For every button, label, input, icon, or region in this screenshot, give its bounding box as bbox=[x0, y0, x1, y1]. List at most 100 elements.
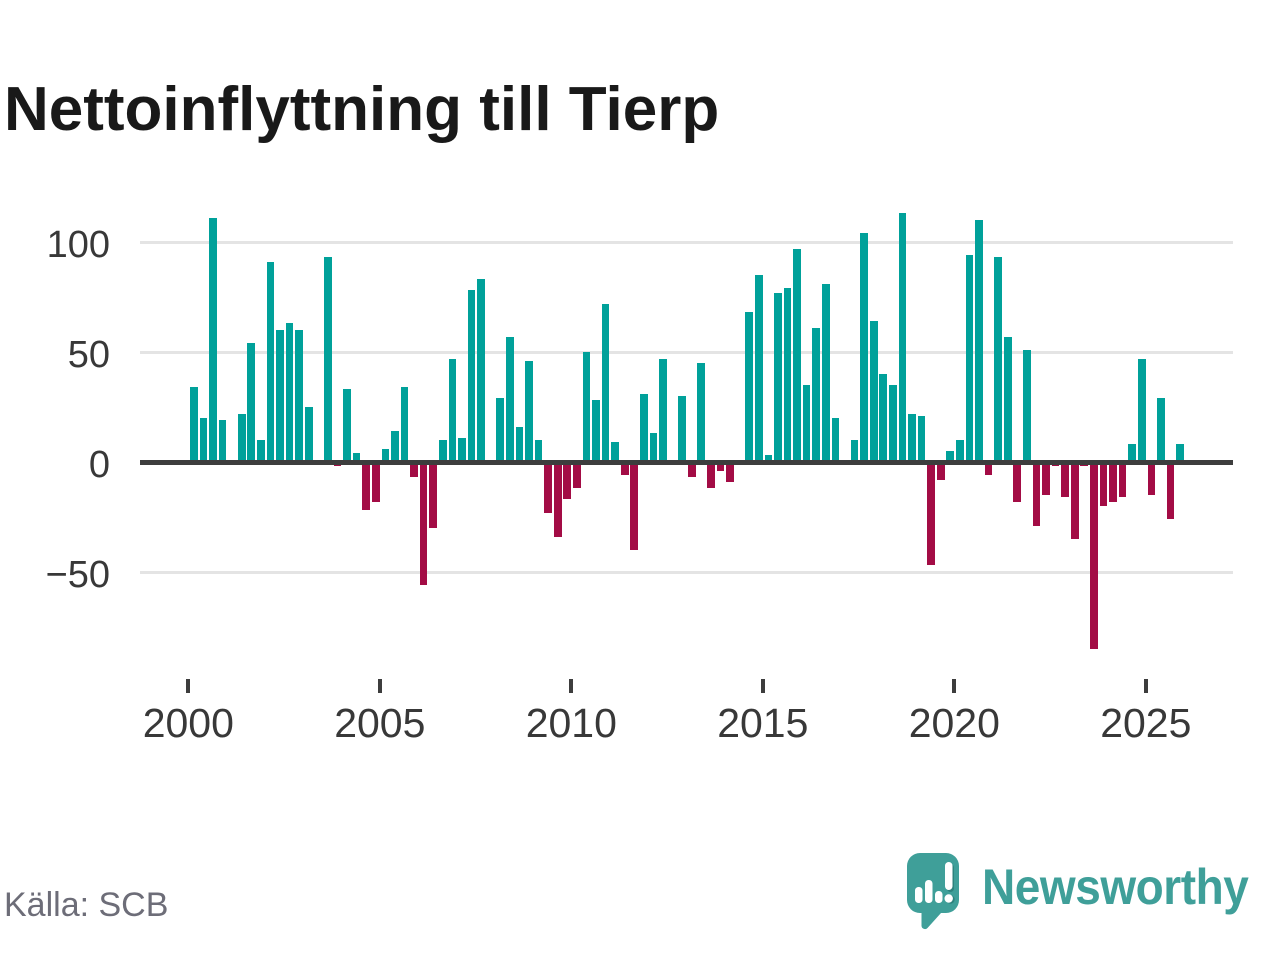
bar-2003-Q3 bbox=[324, 257, 332, 462]
bar-2024-Q3 bbox=[1128, 444, 1137, 462]
x-tick-label-2000: 2000 bbox=[142, 700, 234, 746]
bar-2024-Q1 bbox=[1109, 462, 1117, 502]
bar-2015-Q4 bbox=[793, 248, 801, 462]
bar-2006-Q3 bbox=[438, 440, 447, 462]
bar-2008-Q1 bbox=[496, 398, 505, 462]
bar-2025-Q2 bbox=[1157, 398, 1165, 462]
bar-2006-Q4 bbox=[448, 358, 457, 462]
bar-2009-Q3 bbox=[553, 462, 562, 537]
bar-2016-Q1 bbox=[802, 385, 811, 462]
gridline--50 bbox=[140, 570, 1233, 574]
x-tick-2005 bbox=[377, 679, 382, 693]
bar-2005-Q3 bbox=[400, 387, 409, 462]
bar-2010-Q2 bbox=[582, 352, 591, 462]
bar-2000-Q4 bbox=[218, 420, 227, 462]
bar-chart-plot-area: 100 50 0 −50 2000 2005 2010 2015 2020 2025 bbox=[45, 213, 1233, 746]
bar-2017-Q4 bbox=[869, 321, 878, 462]
bar-2005-Q2 bbox=[391, 431, 399, 462]
gridline-50 bbox=[140, 350, 1233, 354]
bar-2021-Q4 bbox=[1023, 349, 1031, 462]
source-caption: Källa: SCB bbox=[4, 886, 169, 924]
bar-2013-Q4 bbox=[716, 462, 725, 471]
bar-2004-Q3 bbox=[362, 462, 371, 511]
bar-2008-Q3 bbox=[515, 426, 524, 462]
bar-2020-Q4 bbox=[984, 462, 993, 476]
bar-2002-Q1 bbox=[266, 261, 275, 462]
bar-2020-Q3 bbox=[975, 220, 983, 462]
bar-2013-Q3 bbox=[707, 462, 715, 489]
bar-2000-Q1 bbox=[190, 387, 198, 462]
bar-2025-Q4 bbox=[1176, 444, 1184, 462]
bar-2010-Q3 bbox=[592, 400, 600, 462]
bar-2012-Q1 bbox=[649, 433, 658, 462]
bar-2015-Q2 bbox=[774, 292, 782, 462]
x-tick-2010 bbox=[569, 679, 574, 693]
bar-2004-Q2 bbox=[352, 453, 361, 462]
bar-2018-Q4 bbox=[908, 413, 916, 462]
bar-2004-Q4 bbox=[371, 462, 380, 502]
bar-2017-Q2 bbox=[850, 440, 859, 462]
bar-2015-Q3 bbox=[783, 288, 792, 462]
bar-2014-Q1 bbox=[726, 462, 734, 482]
bar-2017-Q3 bbox=[860, 233, 868, 462]
x-tick-2025 bbox=[1143, 679, 1148, 693]
bar-2016-Q4 bbox=[831, 418, 840, 462]
y-tick-label-0: 0 bbox=[88, 444, 110, 486]
y-tick-label--50: −50 bbox=[45, 554, 110, 596]
bar-2016-Q3 bbox=[821, 283, 830, 462]
bar-2011-Q4 bbox=[640, 393, 648, 462]
bar-2014-Q4 bbox=[754, 275, 763, 462]
bar-2019-Q4 bbox=[946, 451, 955, 462]
bar-2009-Q2 bbox=[544, 462, 552, 513]
bar-2008-Q4 bbox=[525, 360, 533, 462]
bar-2012-Q4 bbox=[678, 396, 686, 462]
bar-2013-Q2 bbox=[697, 363, 706, 462]
bar-2011-Q2 bbox=[620, 462, 629, 476]
bar-2005-Q4 bbox=[410, 462, 418, 478]
y-tick-label-50: 50 bbox=[67, 334, 110, 376]
bar-2002-Q2 bbox=[276, 330, 284, 462]
bar-2010-Q1 bbox=[573, 462, 581, 489]
y-tick-label-100: 100 bbox=[46, 224, 110, 266]
bar-2004-Q1 bbox=[343, 389, 351, 462]
bar-2023-Q4 bbox=[1099, 462, 1108, 506]
newsworthy-wordmark: Newsworthy bbox=[982, 859, 1249, 915]
bar-2022-Q1 bbox=[1032, 462, 1041, 526]
bar-2018-Q3 bbox=[898, 213, 907, 462]
x-tick-2015 bbox=[760, 679, 765, 693]
bar-2013-Q1 bbox=[687, 462, 696, 478]
bar-2011-Q1 bbox=[611, 442, 619, 462]
bar-2024-Q4 bbox=[1137, 358, 1146, 462]
bar-2007-Q1 bbox=[458, 437, 466, 462]
bar-2001-Q4 bbox=[257, 440, 265, 462]
bar-2006-Q1 bbox=[419, 462, 428, 586]
chart-title: Nettoinflyttning till Tierp bbox=[4, 74, 720, 144]
bar-2019-Q3 bbox=[936, 462, 945, 480]
bar-2018-Q1 bbox=[879, 374, 888, 462]
bar-2024-Q2 bbox=[1118, 462, 1127, 498]
bar-2023-Q1 bbox=[1070, 462, 1079, 539]
bar-2005-Q1 bbox=[381, 448, 390, 462]
bar-2018-Q2 bbox=[888, 385, 897, 462]
x-tick-label-2010: 2010 bbox=[525, 700, 617, 746]
zero-axis-line bbox=[140, 459, 1233, 465]
bar-2008-Q2 bbox=[505, 336, 514, 462]
bar-2014-Q3 bbox=[745, 312, 754, 462]
bar-2020-Q1 bbox=[956, 440, 964, 462]
bar-2002-Q4 bbox=[295, 330, 303, 462]
bar-2009-Q1 bbox=[534, 440, 543, 462]
bar-2010-Q4 bbox=[601, 303, 610, 462]
bar-2019-Q1 bbox=[917, 415, 926, 462]
bar-2022-Q2 bbox=[1042, 462, 1050, 495]
gridline-100 bbox=[140, 240, 1233, 244]
newsworthy-logo-icon bbox=[907, 853, 960, 930]
bar-2023-Q3 bbox=[1090, 462, 1098, 649]
bar-2007-Q2 bbox=[467, 290, 476, 462]
bar-2012-Q2 bbox=[659, 358, 667, 462]
bar-2021-Q2 bbox=[1003, 336, 1012, 462]
bar-2022-Q4 bbox=[1061, 462, 1069, 498]
x-tick-label-2005: 2005 bbox=[334, 700, 426, 746]
bar-2020-Q2 bbox=[965, 255, 974, 462]
bar-2025-Q3 bbox=[1166, 462, 1175, 520]
